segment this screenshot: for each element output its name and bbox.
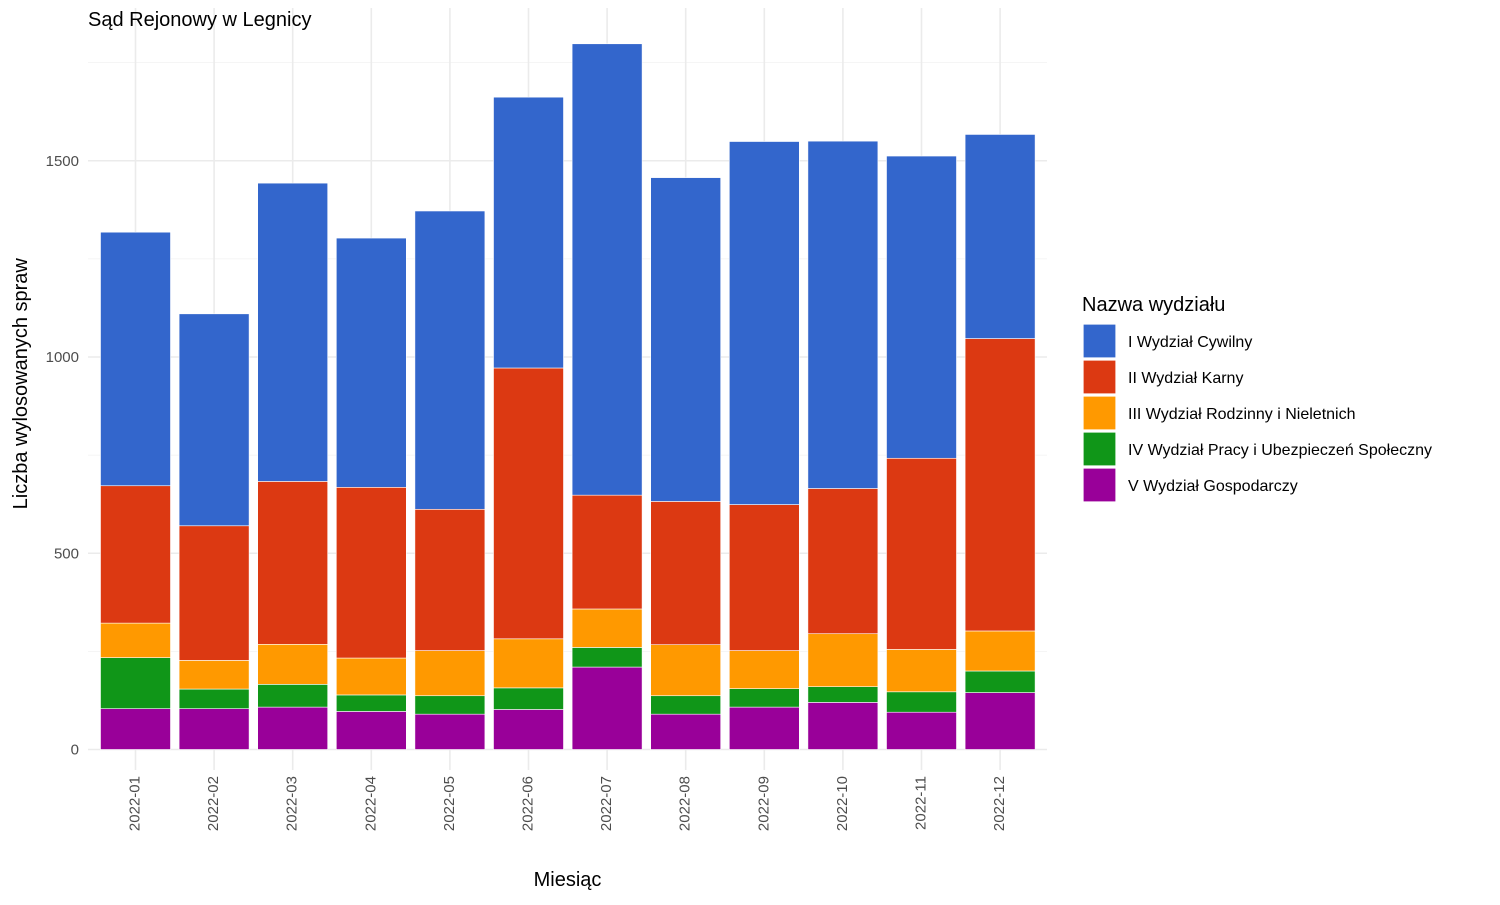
bar-segment — [178, 660, 250, 690]
y-tick-label: 500 — [54, 545, 79, 562]
bar-segment — [493, 709, 564, 750]
bar-segment — [964, 338, 1036, 632]
chart-title: Sąd Rejonowy w Legnicy — [88, 9, 311, 31]
bar-segment — [100, 622, 171, 658]
bar-segment — [414, 508, 486, 651]
x-tick-label: 2022-03 — [284, 776, 301, 831]
x-tick-label: 2022-04 — [362, 776, 379, 831]
bar-segment — [728, 504, 800, 651]
y-tick-label: 0 — [71, 742, 79, 759]
bar-segment — [886, 691, 957, 713]
bar-segment — [886, 155, 957, 459]
legend-swatch — [1082, 323, 1117, 359]
legend: Nazwa wydziału I Wydział Cywilny II Wydzi… — [1082, 294, 1432, 503]
bar-segment — [493, 687, 564, 710]
bar-segment — [807, 686, 879, 703]
bar-segment — [650, 644, 722, 697]
bar-segment — [571, 647, 643, 668]
bar-segment — [414, 695, 486, 715]
bar-segment — [414, 650, 486, 697]
bar-segment — [493, 367, 564, 640]
x-axis-title: Miesiąc — [534, 869, 602, 891]
bar-segment — [886, 457, 957, 650]
bar-segment — [964, 134, 1036, 339]
bar-segment — [650, 695, 722, 715]
legend-swatch — [1082, 395, 1117, 431]
legend-swatch — [1082, 359, 1117, 395]
bar-segment — [178, 525, 250, 661]
bar-segment — [650, 177, 722, 502]
y-axis-ticks: 0 500 1000 1500 — [46, 153, 79, 759]
bar-segment — [650, 501, 722, 646]
bar-segment — [335, 657, 407, 696]
x-tick-label: 2022-01 — [126, 776, 143, 831]
legend-swatch — [1082, 467, 1117, 503]
y-axis-title: Liczba wylosowanych spraw — [10, 258, 32, 510]
bar-segment — [257, 684, 329, 708]
bar-segment — [728, 688, 800, 708]
bar-segment — [178, 313, 250, 527]
bar-segment — [728, 706, 800, 750]
x-tick-label: 2022-02 — [205, 776, 222, 831]
x-tick-label: 2022-10 — [834, 776, 851, 831]
bar-segment — [493, 638, 564, 689]
legend-label: III Wydział Rodzinny i Nieletnich — [1128, 406, 1356, 423]
x-tick-label: 2022-07 — [598, 776, 615, 831]
legend-label: IV Wydział Pracy i Ubezpieczeń Społeczny — [1128, 442, 1432, 459]
bar-segment — [886, 649, 957, 693]
x-tick-label: 2022-12 — [991, 776, 1008, 831]
x-tick-label: 2022-05 — [441, 776, 458, 831]
y-tick-label: 1000 — [46, 349, 79, 366]
bar-segment — [257, 481, 329, 645]
bar-segment — [807, 633, 879, 688]
y-tick-label: 1500 — [46, 153, 79, 170]
bar-segment — [257, 182, 329, 482]
bar-segment — [335, 694, 407, 712]
legend-label: II Wydział Karny — [1128, 370, 1243, 387]
bar-segment — [335, 487, 407, 659]
bar-segment — [571, 666, 643, 750]
bar-segment — [335, 711, 407, 750]
legend-swatch — [1082, 431, 1117, 467]
bar-segment — [964, 692, 1036, 750]
bar-segment — [728, 650, 800, 689]
bar-segment — [335, 237, 407, 488]
bar-segment — [650, 713, 722, 750]
bar-segment — [100, 485, 171, 624]
x-tick-label: 2022-08 — [677, 776, 694, 831]
bar-segment — [100, 657, 171, 709]
x-tick-label: 2022-11 — [912, 776, 929, 830]
bar-segment — [571, 43, 643, 496]
bar-segment — [178, 688, 250, 709]
legend-items: I Wydział Cywilny II Wydział Karny III Wyd… — [1082, 323, 1432, 503]
bar-segment — [807, 488, 879, 635]
bar-segment — [414, 713, 486, 750]
bar-segment — [886, 711, 957, 750]
bar-segment — [964, 630, 1036, 672]
x-tick-label: 2022-06 — [519, 776, 536, 831]
bars — [100, 43, 1036, 750]
bar-segment — [414, 210, 486, 510]
bar-segment — [178, 708, 250, 750]
bar-segment — [571, 494, 643, 610]
legend-label: I Wydział Cywilny — [1128, 334, 1252, 351]
bar-segment — [964, 670, 1036, 693]
bar-segment — [100, 231, 171, 487]
legend-title: Nazwa wydziału — [1082, 294, 1225, 316]
bar-segment — [257, 706, 329, 750]
x-tick-label: 2022-09 — [755, 776, 772, 831]
bar-segment — [257, 644, 329, 685]
bar-segment — [493, 96, 564, 369]
bar-segment — [571, 608, 643, 648]
bar-segment — [100, 708, 171, 750]
bar-segment — [807, 702, 879, 750]
bar-segment — [728, 141, 800, 505]
legend-label: V Wydział Gospodarczy — [1128, 478, 1298, 495]
x-axis-ticks: 2022-01 2022-02 2022-03 2022-04 2022-05 2022-… — [126, 776, 1008, 831]
bar-segment — [807, 140, 879, 489]
